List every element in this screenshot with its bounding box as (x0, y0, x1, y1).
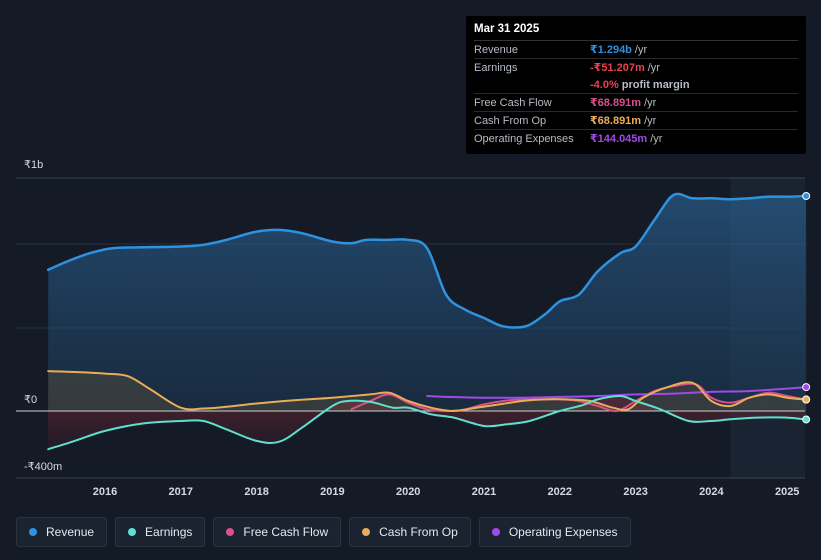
tooltip-row-operating-expenses: Operating Expenses ₹144.045m /yr (474, 130, 798, 147)
tooltip-label: Cash From Op (474, 114, 547, 127)
tooltip-value: ₹68.891m (590, 115, 642, 127)
legend-dot-icon (362, 528, 371, 536)
revenue-end-marker (802, 192, 811, 200)
operating-expenses-end-marker (802, 383, 811, 392)
tooltip-unit: /yr (644, 96, 657, 109)
x-tick-label: 2021 (472, 486, 496, 498)
chart-legend: Revenue Earnings Free Cash Flow Cash Fro… (16, 517, 631, 547)
tooltip-date: Mar 31 2025 (474, 23, 798, 41)
legend-dot-icon (491, 528, 500, 536)
x-tick-label: 2022 (548, 486, 572, 498)
x-tick-label: 2020 (396, 486, 420, 498)
tooltip-row-free-cash-flow: Free Cash Flow ₹68.891m /yr (474, 94, 798, 112)
tooltip-row-earnings: Earnings -₹51.207m /yr (474, 59, 798, 76)
tooltip-label: Free Cash Flow (474, 96, 552, 109)
legend-item-operating-expenses[interactable]: Operating Expenses (478, 517, 631, 547)
legend-item-revenue[interactable]: Revenue (16, 517, 108, 547)
tooltip-row-cash-from-op: Cash From Op ₹68.891m /yr (474, 112, 798, 130)
legend-item-cash-from-op[interactable]: Cash From Op (349, 517, 471, 547)
data-tooltip: Mar 31 2025 Revenue ₹1.294b /yr Earnings… (466, 16, 806, 154)
tooltip-row-profit-margin: -4.0% profit margin (474, 76, 798, 94)
tooltip-unit: /yr (647, 61, 660, 74)
legend-item-free-cash-flow[interactable]: Free Cash Flow (213, 517, 342, 547)
y-tick-label: ₹0 (24, 394, 37, 406)
legend-label: Operating Expenses (508, 525, 618, 539)
tooltip-value: ₹1.294b (590, 44, 632, 56)
cash-from-op-line (47, 370, 808, 413)
revenue-line (46, 192, 808, 329)
free-cash-flow-line (350, 382, 808, 413)
y-tick-label: -₹400m (24, 461, 62, 473)
legend-label: Cash From Op (379, 525, 458, 539)
tooltip-value: ₹144.045m (590, 133, 648, 145)
tooltip-row-revenue: Revenue ₹1.294b /yr (474, 41, 798, 59)
tooltip-unit: /yr (644, 114, 657, 127)
legend-label: Revenue (46, 525, 95, 539)
x-tick-label: 2019 (320, 486, 344, 498)
tooltip-value: -4.0% (590, 78, 619, 91)
legend-item-earnings[interactable]: Earnings (115, 517, 206, 547)
y-tick-label: ₹1b (24, 159, 43, 171)
legend-dot-icon (29, 528, 37, 536)
revenue-area (48, 193, 807, 411)
legend-dot-icon (128, 528, 137, 536)
x-tick-label: 2016 (93, 486, 117, 498)
tooltip-label: Earnings (474, 61, 518, 74)
tooltip-value: ₹68.891m (590, 97, 642, 109)
tooltip-unit: profit margin (621, 78, 690, 91)
tooltip-unit: /yr (650, 132, 663, 145)
earnings-line (47, 394, 808, 451)
cash-from-op-end-marker (802, 395, 811, 404)
earnings-end-marker (802, 415, 811, 424)
x-tick-label: 2024 (699, 486, 724, 498)
tooltip-unit: /yr (634, 43, 648, 56)
legend-dot-icon (226, 528, 235, 536)
x-tick-label: 2018 (244, 486, 268, 498)
tooltip-value: -₹51.207m (590, 62, 645, 74)
x-tick-label: 2017 (169, 486, 193, 498)
x-tick-label: 2025 (775, 486, 799, 498)
legend-label: Free Cash Flow (243, 525, 329, 539)
legend-label: Earnings (145, 525, 193, 539)
x-tick-label: 2023 (623, 486, 647, 498)
tooltip-label: Revenue (474, 43, 519, 56)
tooltip-label: Operating Expenses (474, 132, 574, 145)
